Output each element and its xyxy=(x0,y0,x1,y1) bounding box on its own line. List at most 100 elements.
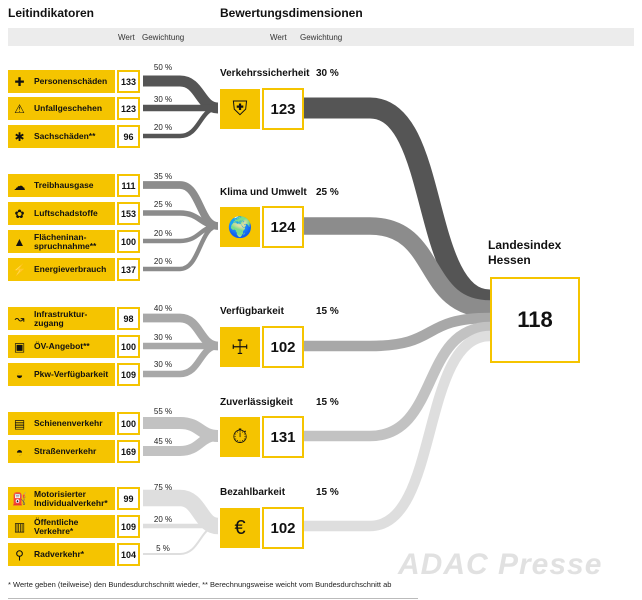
pollutant-icon: ✿ xyxy=(8,202,31,225)
indicator-flow xyxy=(143,223,219,272)
indicator-luftschadstoffe: ✿ Luftschadstoffe 153 xyxy=(8,202,140,225)
dimension-weight: 15 % xyxy=(316,306,339,317)
indicator-flow xyxy=(143,525,219,555)
indicator-value: 100 xyxy=(117,230,140,253)
indicator-label: Schienenverkehr xyxy=(31,412,115,435)
weight-label: 50 % xyxy=(153,63,173,72)
bicycle-icon: ⚲ xyxy=(8,543,31,566)
watermark: ADAC Presse xyxy=(398,548,603,581)
weight-label: 75 % xyxy=(153,483,173,492)
ticket-icon: ▥ xyxy=(8,515,31,538)
dimension-value: 131 xyxy=(262,416,304,458)
indicator-label: Pkw-Verfügbarkeit xyxy=(31,363,115,386)
indicator-value: 133 xyxy=(117,70,140,93)
dimension-value: 123 xyxy=(262,88,304,130)
footnote-divider xyxy=(8,598,418,599)
indicator-label: Flächeninan-spruchnahme** xyxy=(31,230,115,253)
indicator-value: 98 xyxy=(117,307,140,330)
indicator-flaecheninanspruchnahme: ▲ Flächeninan-spruchnahme** 100 xyxy=(8,230,140,253)
indicator-value: 100 xyxy=(117,335,140,358)
indicator-energieverbrauch: ⚡ Energieverbrauch 137 xyxy=(8,258,140,281)
weight-label: 30 % xyxy=(153,95,173,104)
landesindex-value: 118 xyxy=(490,277,580,363)
weight-label: 30 % xyxy=(153,360,173,369)
weight-label: 5 % xyxy=(156,544,170,553)
weight-label: 20 % xyxy=(153,123,173,132)
car-icon: ◒ xyxy=(8,363,31,386)
fuel-icon: ⛽ xyxy=(8,487,31,510)
indicator-treibhausgase: ☁ Treibhausgase 111 xyxy=(8,174,140,197)
dimension-value: 102 xyxy=(262,326,304,368)
stopwatch-icon: ⏱ xyxy=(220,417,260,457)
indicator-value: 137 xyxy=(117,258,140,281)
indicator-value: 109 xyxy=(117,515,140,538)
dimension-weight: 15 % xyxy=(316,487,339,498)
weight-label: 35 % xyxy=(153,172,173,181)
injury-icon: ✚ xyxy=(8,70,31,93)
indicator-infrastrukturzugang: ↝ Infrastruktur-zugang 98 xyxy=(8,307,140,330)
indicator-sachschaeden: ✱ Sachschäden** 96 xyxy=(8,125,140,148)
indicator-radverkehr: ⚲ Radverkehr* 104 xyxy=(8,543,140,566)
subheader-bar xyxy=(8,28,634,46)
indicator-value: 99 xyxy=(117,487,140,510)
indicator-label: Treibhausgase xyxy=(31,174,115,197)
dimension-flow xyxy=(302,217,491,318)
indicator-label: ÖV-Angebot** xyxy=(31,335,115,358)
route-icon: ↝ xyxy=(8,307,31,330)
weight-label: 30 % xyxy=(153,333,173,342)
indicator-value: 153 xyxy=(117,202,140,225)
indicator-value: 96 xyxy=(117,125,140,148)
person-shield-icon: ⛨ xyxy=(220,89,260,129)
indicator-label: Energieverbrauch xyxy=(31,258,115,281)
indicators-header: Leitindikatoren xyxy=(8,6,95,20)
dimension-flow xyxy=(302,330,491,532)
energy-icon: ⚡ xyxy=(8,258,31,281)
indicator-value: 169 xyxy=(117,440,140,463)
person-arrows-icon: ☩ xyxy=(220,327,260,367)
indicator-weight-header: Gewichtung xyxy=(142,33,185,42)
indicator-flow xyxy=(143,105,219,139)
indicator-value: 109 xyxy=(117,363,140,386)
dimension-value: 102 xyxy=(262,507,304,549)
indicator-schienenverkehr: ▤ Schienenverkehr 100 xyxy=(8,412,140,435)
weight-label: 40 % xyxy=(153,304,173,313)
indicator-label: Straßenverkehr xyxy=(31,440,115,463)
dimension-title-bezahlbarkeit: Bezahlbarkeit xyxy=(220,487,286,498)
indicator-value-header: Wert xyxy=(118,33,135,42)
indicator-label: Unfallgeschehen xyxy=(31,97,115,120)
indicator-label: Motorisierter Individualverkehr* xyxy=(31,487,115,510)
indicator-miv: ⛽ Motorisierter Individualverkehr* 99 xyxy=(8,487,140,510)
footnote: * Werte geben (teilweise) den Bundesdurc… xyxy=(8,580,392,589)
road-car-icon: ◓ xyxy=(8,440,31,463)
indicator-personenschaeden: ✚ Personenschäden 133 xyxy=(8,70,140,93)
indicator-value: 111 xyxy=(117,174,140,197)
weight-label: 55 % xyxy=(153,407,173,416)
dimension-title-verkehrssicherheit: Verkehrssicherheit xyxy=(220,68,310,79)
dimension-weight: 30 % xyxy=(316,68,339,79)
indicator-label: Luftschadstoffe xyxy=(31,202,115,225)
landesindex-title-line2: Hessen xyxy=(488,253,531,267)
indicator-value: 100 xyxy=(117,412,140,435)
dimension-title-zuverlaessigkeit: Zuverlässigkeit xyxy=(220,397,293,408)
cloud-icon: ☁ xyxy=(8,174,31,197)
damage-icon: ✱ xyxy=(8,125,31,148)
dimension-flow xyxy=(302,312,491,352)
bus-icon: ▣ xyxy=(8,335,31,358)
dimension-weight-header: Gewichtung xyxy=(300,33,343,42)
indicator-label: Öffentliche Verkehre* xyxy=(31,515,115,538)
globe-icon: 🌍 xyxy=(220,207,260,247)
indicator-unfallgeschehen: ⚠ Unfallgeschehen 123 xyxy=(8,97,140,120)
indicator-label: Sachschäden** xyxy=(31,125,115,148)
weight-label: 25 % xyxy=(153,200,173,209)
dimension-title-klima: Klima und Umwelt xyxy=(220,187,307,198)
weight-label: 20 % xyxy=(153,515,173,524)
indicator-value: 104 xyxy=(117,543,140,566)
indicator-flow xyxy=(143,342,219,378)
train-icon: ▤ xyxy=(8,412,31,435)
landesindex-title-line1: Landesindex xyxy=(488,238,562,252)
indicator-flow xyxy=(143,431,219,456)
dimension-value: 124 xyxy=(262,206,304,248)
dimensions-header: Bewertungsdimensionen xyxy=(220,6,363,20)
land-use-icon: ▲ xyxy=(8,230,31,253)
indicator-value: 123 xyxy=(117,97,140,120)
